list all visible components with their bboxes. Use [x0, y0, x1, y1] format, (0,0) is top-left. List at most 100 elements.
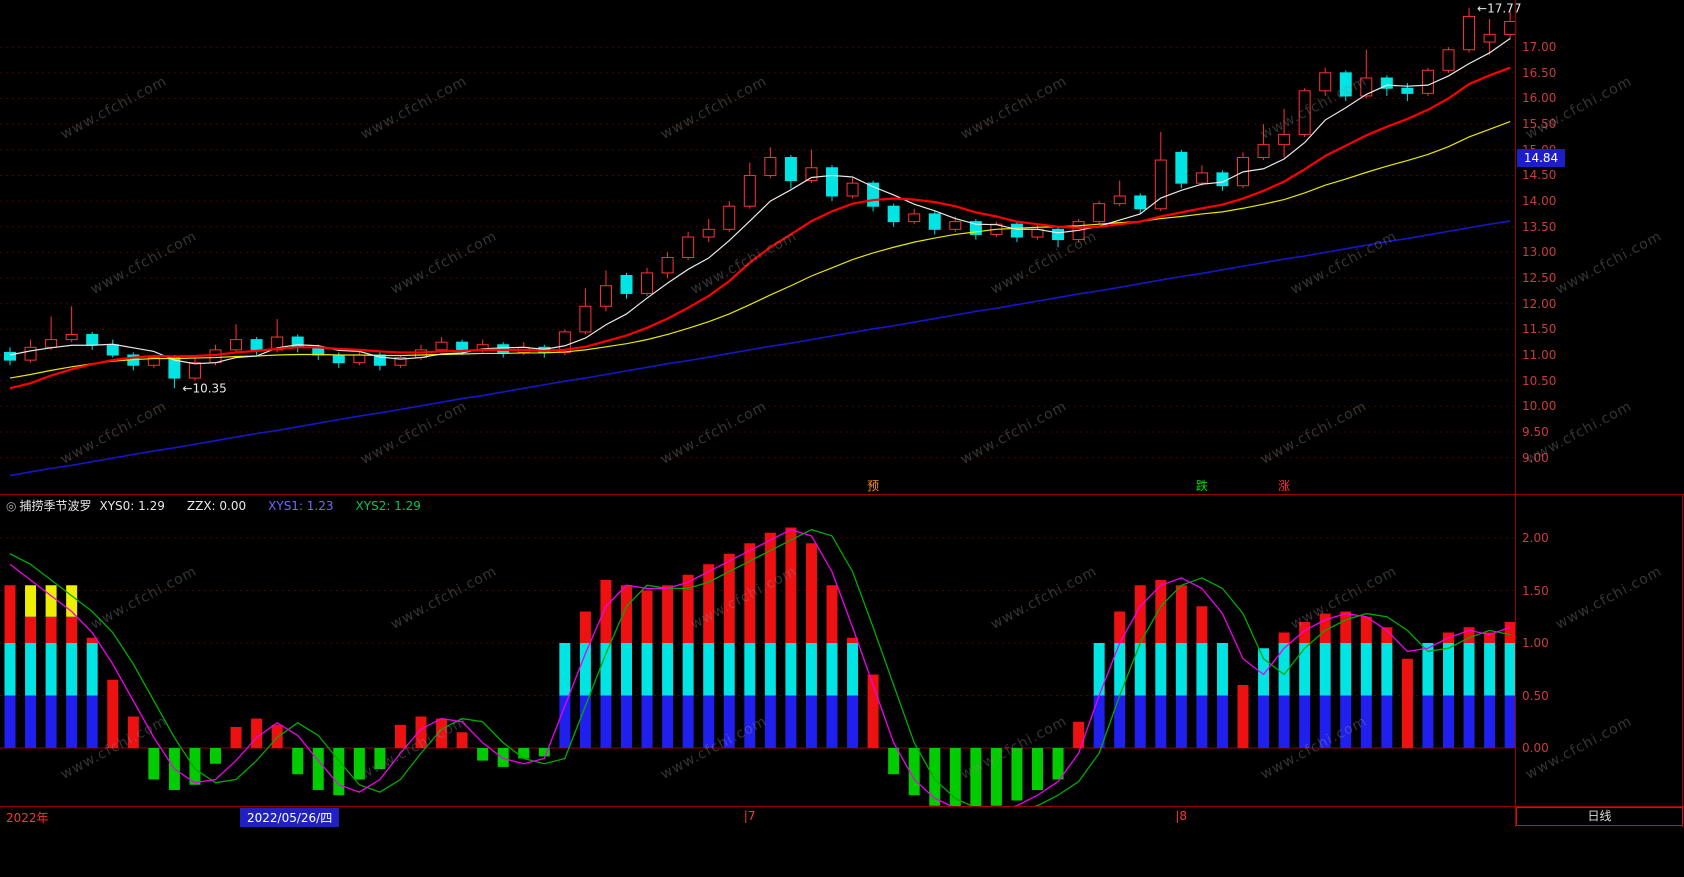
indicator-bar-cyan-seg[interactable]	[1340, 643, 1352, 696]
indicator-bar-blue-seg[interactable]	[1360, 695, 1372, 749]
indicator-bar-down[interactable]	[518, 748, 530, 759]
candle[interactable]	[784, 156, 797, 182]
candle[interactable]	[1093, 203, 1106, 223]
indicator-bar-red-seg[interactable]	[25, 616, 37, 643]
indicator-bar-cyan-seg[interactable]	[4, 643, 16, 696]
indicator-bar-red-seg[interactable]	[1196, 606, 1208, 643]
indicator-bar-blue-seg[interactable]	[805, 695, 817, 749]
time-axis[interactable]: 2022年 2022/05/26/四 |7 |8 日线	[0, 807, 1684, 827]
indicator-bar-blue-seg[interactable]	[66, 695, 78, 749]
candle[interactable]	[867, 182, 880, 207]
candle[interactable]	[1380, 77, 1393, 89]
indicator-bar-cyan-seg[interactable]	[1422, 643, 1434, 696]
indicator-bar-up[interactable]	[436, 718, 448, 748]
indicator-bar-up[interactable]	[107, 679, 119, 748]
candle[interactable]	[743, 174, 756, 207]
candle[interactable]	[1360, 77, 1373, 97]
indicator-bar-red-seg[interactable]	[847, 637, 859, 643]
indicator-bar-cyan-seg[interactable]	[1463, 643, 1475, 696]
indicator-bar-red-seg[interactable]	[703, 564, 715, 643]
indicator-bar-blue-seg[interactable]	[1134, 695, 1146, 749]
indicator-bar-cyan-seg[interactable]	[1443, 643, 1454, 696]
indicator-bar-blue-seg[interactable]	[744, 695, 756, 749]
indicator-bar-up[interactable]	[127, 716, 139, 749]
indicator-bar-blue-seg[interactable]	[600, 695, 612, 749]
indicator-bar-blue-seg[interactable]	[559, 695, 571, 749]
indicator-bar-cyan-seg[interactable]	[1196, 643, 1208, 696]
candle[interactable]	[456, 341, 469, 351]
candle[interactable]	[1442, 49, 1455, 71]
candle[interactable]	[1504, 21, 1517, 35]
indicator-bar-yellow-seg[interactable]	[45, 585, 57, 617]
candle[interactable]	[908, 213, 921, 223]
indicator-bar-blue-seg[interactable]	[1299, 695, 1311, 749]
indicator-bar-red-seg[interactable]	[1319, 613, 1331, 643]
indicator-header[interactable]: ◎ 捕捞季节波罗 XYS0: 1.29 ZZX: 0.00 XYS1: 1.23 XYS2…	[6, 497, 443, 513]
indicator-bar-up[interactable]	[415, 716, 427, 749]
indicator-bar-up[interactable]	[1073, 721, 1085, 748]
indicator-bar-red-seg[interactable]	[579, 611, 591, 644]
indicator-bar-cyan-seg[interactable]	[682, 643, 694, 696]
indicator-bar-blue-seg[interactable]	[1422, 695, 1434, 749]
collapse-icon[interactable]: ◎	[6, 499, 17, 513]
indicator-bar-red-seg[interactable]	[1504, 622, 1516, 643]
indicator-bar-red-seg[interactable]	[1299, 622, 1311, 643]
candle[interactable]	[846, 182, 859, 197]
candle[interactable]	[1463, 15, 1476, 51]
indicator-bar-blue-seg[interactable]	[847, 695, 859, 749]
indicator-bar-blue-seg[interactable]	[579, 695, 591, 749]
candle[interactable]	[1278, 133, 1291, 146]
candle[interactable]	[147, 357, 160, 366]
candle[interactable]	[620, 274, 633, 294]
indicator-bar-blue-seg[interactable]	[1093, 695, 1105, 749]
candle[interactable]	[949, 221, 962, 230]
candle[interactable]	[230, 339, 243, 351]
kline-chart-canvas[interactable]: ←17.77 ←10.35 预 跌 涨	[0, 0, 1521, 495]
indicator-bar-up[interactable]	[456, 732, 468, 748]
indicator-bar-blue-seg[interactable]	[1504, 695, 1516, 749]
indicator-bar-down[interactable]	[333, 748, 345, 796]
candle[interactable]	[1401, 87, 1414, 94]
indicator-bar-up[interactable]	[271, 724, 283, 748]
indicator-bar-red-seg[interactable]	[600, 580, 612, 643]
indicator-bar-blue-seg[interactable]	[641, 695, 653, 749]
indicator-bar-red-seg[interactable]	[86, 637, 98, 643]
indicator-bar-blue-seg[interactable]	[25, 695, 37, 749]
indicator-bar-cyan-seg[interactable]	[662, 643, 674, 696]
candle[interactable]	[24, 346, 37, 361]
indicator-bar-down[interactable]	[908, 748, 920, 796]
indicator-bar-red-seg[interactable]	[1134, 585, 1146, 643]
candle[interactable]	[641, 272, 654, 294]
indicator-bar-cyan-seg[interactable]	[1299, 643, 1311, 696]
candle[interactable]	[353, 354, 366, 364]
indicator-bar-cyan-seg[interactable]	[641, 643, 653, 696]
indicator-bar-down[interactable]	[949, 748, 961, 807]
indicator-bar-yellow-seg[interactable]	[66, 585, 78, 617]
indicator-bar-cyan-seg[interactable]	[1278, 643, 1290, 696]
indicator-bar-red-seg[interactable]	[723, 553, 735, 643]
indicator-bar-blue-seg[interactable]	[1381, 695, 1393, 749]
indicator-bar-down[interactable]	[1032, 748, 1043, 790]
indicator-bar-red-seg[interactable]	[641, 590, 653, 644]
candle[interactable]	[928, 213, 941, 230]
indicator-bar-blue-seg[interactable]	[703, 695, 715, 749]
indicator-bar-cyan-seg[interactable]	[1381, 643, 1393, 696]
indicator-bar-cyan-seg[interactable]	[1175, 643, 1187, 696]
indicator-bar-blue-seg[interactable]	[1340, 695, 1352, 749]
indicator-bar-blue-seg[interactable]	[86, 695, 98, 749]
indicator-bar-blue-seg[interactable]	[1114, 695, 1126, 749]
indicator-bar-cyan-seg[interactable]	[847, 643, 859, 696]
indicator-bar-blue-seg[interactable]	[785, 695, 797, 749]
indicator-bar-red-seg[interactable]	[1114, 611, 1126, 644]
indicator-bar-blue-seg[interactable]	[45, 695, 57, 749]
candle[interactable]	[1339, 72, 1352, 97]
indicator-bar-blue-seg[interactable]	[1443, 695, 1454, 749]
indicator-bar-blue-seg[interactable]	[1258, 695, 1270, 749]
indicator-bar-blue-seg[interactable]	[1484, 695, 1496, 749]
candle[interactable]	[1483, 33, 1496, 43]
candle[interactable]	[764, 156, 777, 176]
indicator-bar-up[interactable]	[1401, 658, 1413, 748]
indicator-chart-canvas[interactable]	[0, 495, 1516, 807]
indicator-bar-red-seg[interactable]	[805, 543, 817, 643]
candle[interactable]	[969, 221, 982, 235]
